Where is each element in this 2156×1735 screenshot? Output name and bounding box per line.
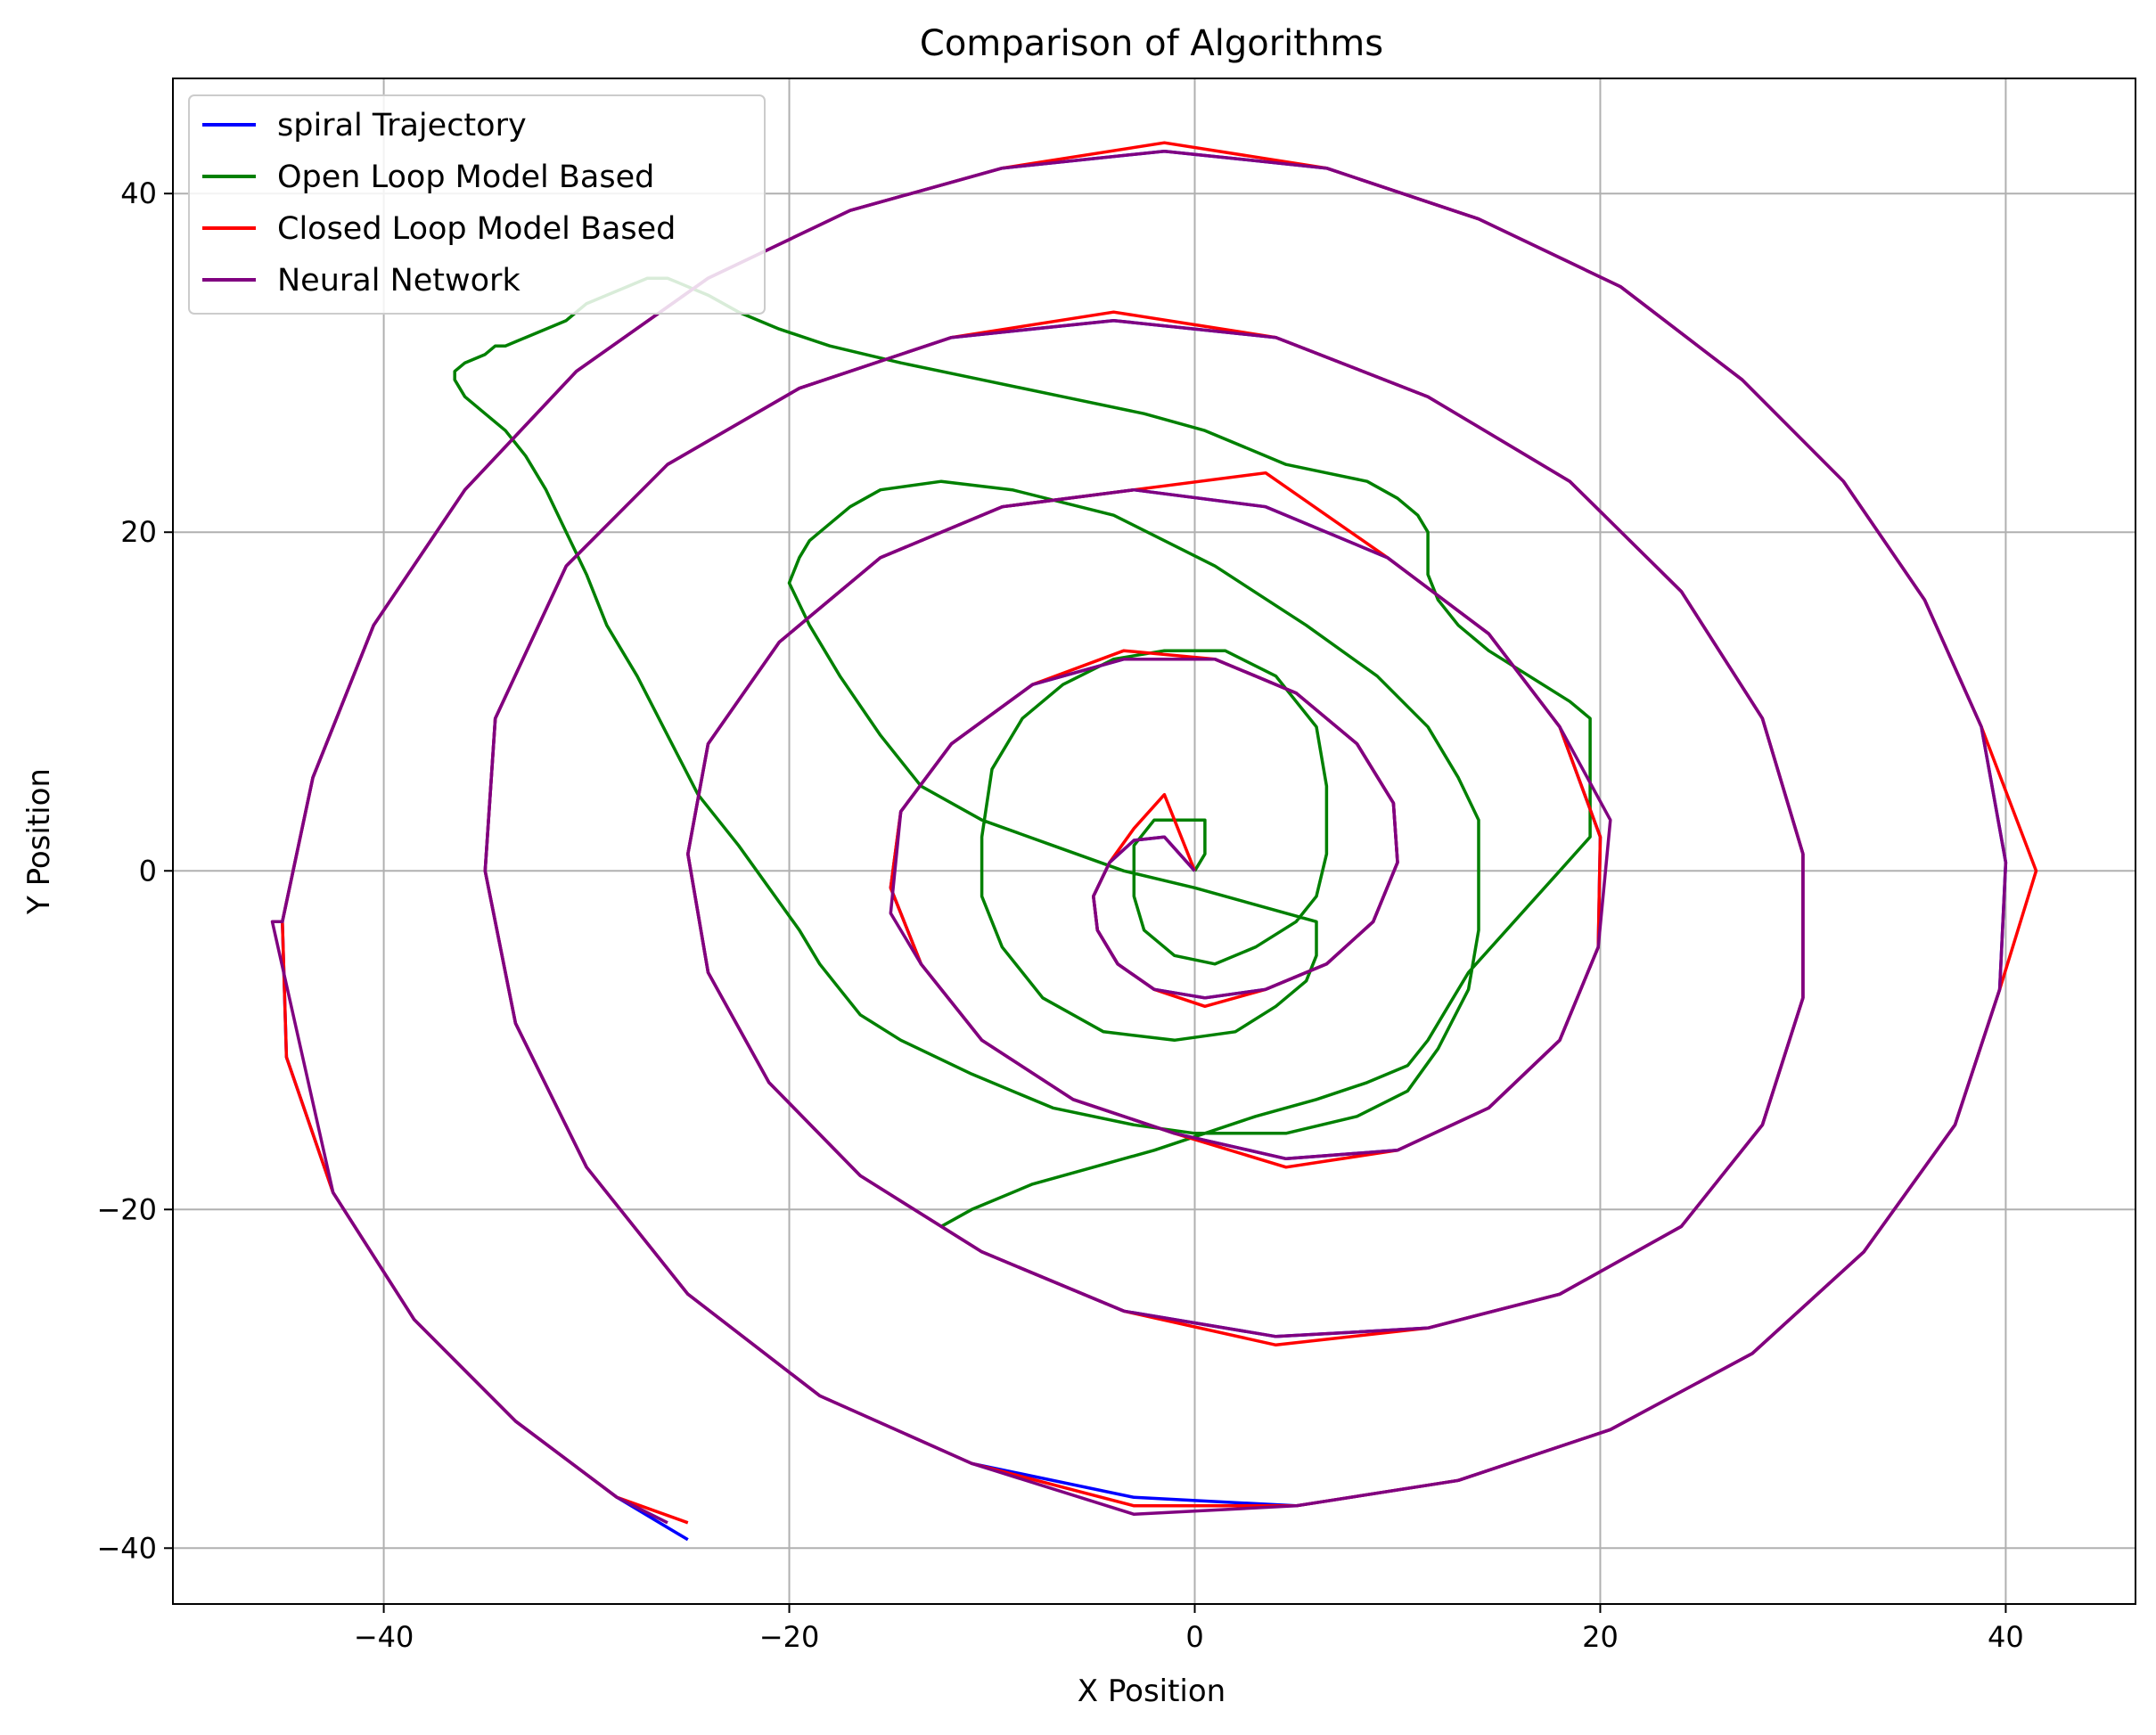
y-axis-label: Y Position [21, 768, 57, 915]
x-tick-label: 0 [1185, 1620, 1203, 1654]
series-line-neural-network [270, 149, 2008, 1525]
legend-label: spiral Trajectory [277, 108, 527, 143]
series-layer [270, 141, 2038, 1542]
legend-label: Neural Network [277, 263, 521, 299]
legend-box [188, 94, 766, 315]
x-tick-label: 20 [1582, 1620, 1619, 1654]
y-tick-label: 0 [139, 854, 157, 888]
legend: spiral Trajectory Open Loop Model Based Cl… [188, 94, 766, 315]
x-axis-label: X Position [1078, 1674, 1226, 1709]
chart-title: Comparison of Algorithms [920, 23, 1383, 64]
y-tick-label: 40 [120, 176, 157, 210]
y-tick-label: −40 [96, 1531, 157, 1565]
series-line-open-loop-model-based [453, 276, 1592, 1228]
plot-frame [172, 78, 2136, 1605]
x-tick-label: −40 [354, 1620, 414, 1654]
x-tick-label: −20 [759, 1620, 820, 1654]
y-tick-label: −20 [96, 1192, 157, 1226]
y-tick-label: 20 [120, 515, 157, 549]
x-tick-label: 40 [1988, 1620, 2024, 1654]
legend-label: Open Loop Model Based [277, 160, 654, 195]
tick-layer: −40 −20 0 20 40 −40 −20 0 20 40 [96, 176, 2023, 1654]
legend-label: Closed Loop Model Based [277, 211, 676, 247]
grid-layer [173, 78, 2136, 1604]
